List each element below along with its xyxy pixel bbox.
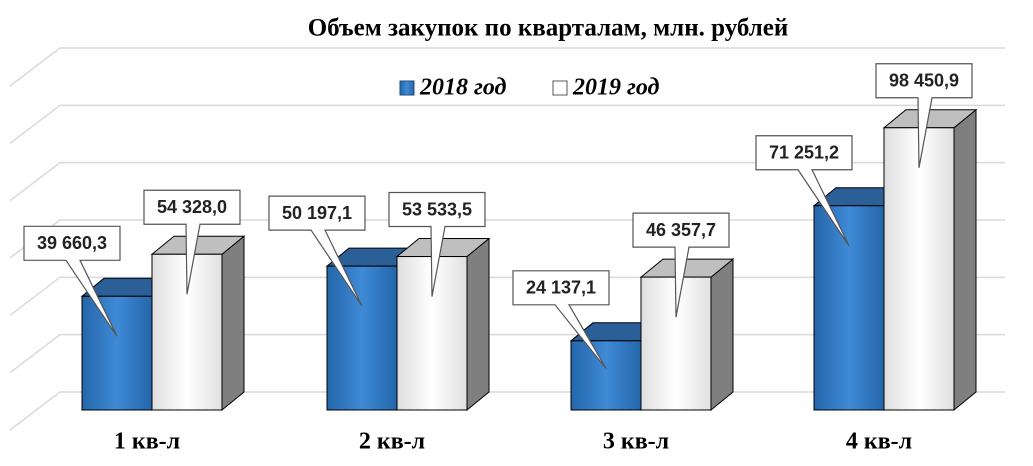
bar-side xyxy=(466,237,490,412)
legend-swatch xyxy=(552,80,568,96)
bar xyxy=(570,340,642,411)
value-label: 98 450,9 xyxy=(889,71,959,91)
value-callout xyxy=(632,212,730,318)
bar-side xyxy=(221,235,245,412)
value-callout xyxy=(755,135,853,247)
value-label: 46 357,7 xyxy=(646,220,716,240)
legend-label: 2019 год xyxy=(572,75,660,101)
value-callout xyxy=(143,189,241,295)
x-tick-label: 4 кв-л xyxy=(846,429,912,455)
bar xyxy=(813,205,885,411)
grid-line xyxy=(9,47,1005,87)
value-callout xyxy=(23,225,121,337)
bar xyxy=(81,295,153,411)
grid-line xyxy=(9,161,1005,202)
bar xyxy=(326,265,398,411)
bar-side xyxy=(953,108,977,412)
value-callout xyxy=(875,63,973,168)
x-tick-label: 3 кв-л xyxy=(603,429,669,455)
value-callout xyxy=(512,270,610,369)
chart-title: Объем закупок по кварталам, млн. рублей xyxy=(308,15,789,42)
value-label: 50 197,1 xyxy=(282,203,352,223)
value-callout xyxy=(388,191,486,297)
value-label: 53 533,5 xyxy=(402,199,472,219)
value-label: 39 660,3 xyxy=(37,233,107,253)
legend-swatch xyxy=(399,80,415,96)
x-tick-label: 1 кв-л xyxy=(114,429,180,455)
value-label: 24 137,1 xyxy=(526,278,596,298)
bar xyxy=(883,127,955,411)
x-tick-label: 2 кв-л xyxy=(359,429,425,455)
grid-line xyxy=(9,104,1005,144)
bar-side xyxy=(710,258,734,412)
value-label: 54 328,0 xyxy=(157,197,227,217)
value-label: 71 251,2 xyxy=(769,142,839,162)
legend-label: 2018 год xyxy=(419,75,507,101)
value-callout xyxy=(268,195,366,307)
